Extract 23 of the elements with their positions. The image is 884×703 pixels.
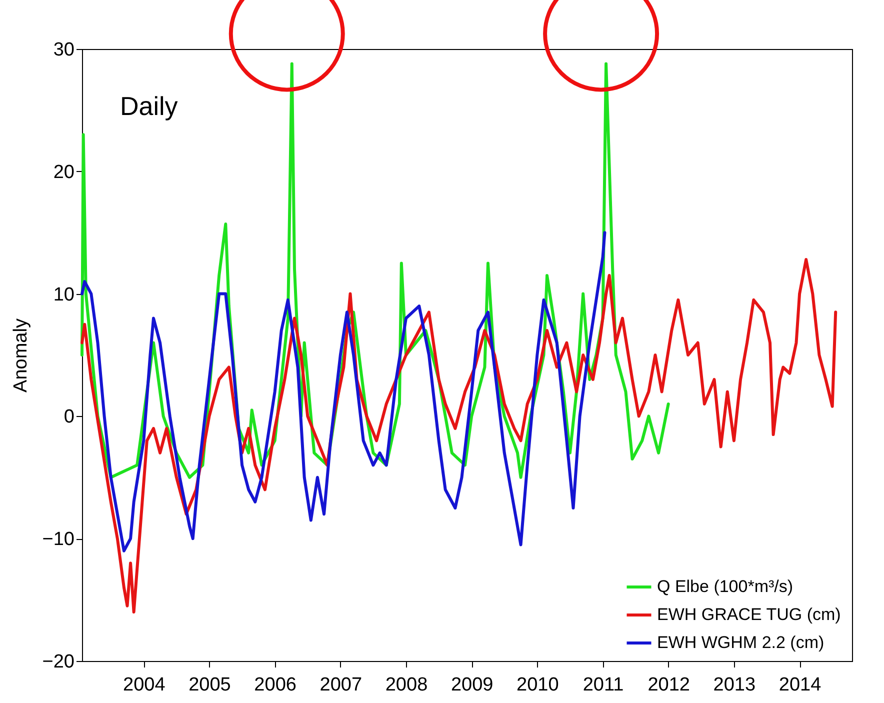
y-tick-label: 10 [53,284,74,306]
y-tick-label: 30 [53,40,74,60]
x-tick-label: 2009 [450,674,494,696]
legend-label: EWH GRACE TUG (cm) [657,605,841,624]
x-tick-label: 2012 [648,674,690,696]
y-tick-label: −20 [42,652,74,672]
legend-label: EWH WGHM 2.2 (cm) [657,633,824,652]
x-tick-label: 2014 [778,674,822,696]
x-tick-label: 2011 [582,674,624,696]
line-series [80,231,606,552]
legend-label: Q Elbe (100*m³/s) [657,577,794,596]
x-tick-label: 2004 [123,674,166,696]
y-tick-label: 0 [64,406,74,428]
annotation: Daily [120,91,178,121]
x-tick-label: 2013 [713,674,756,696]
x-tick-label: 2005 [188,674,231,696]
y-axis-title: Anomaly [10,318,32,392]
y-tick-label: −10 [42,529,74,550]
x-tick-label: 2010 [516,674,559,696]
x-tick-label: 2007 [320,674,362,696]
x-tick-label: 2008 [385,674,428,696]
y-tick-label: 20 [53,162,74,183]
x-tick-label: 2006 [254,674,296,696]
